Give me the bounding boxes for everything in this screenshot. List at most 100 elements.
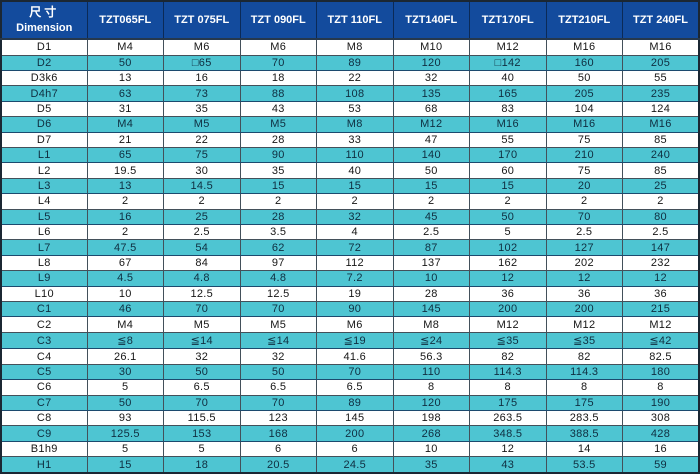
table-cell: 110 — [316, 146, 394, 164]
table-cell: 200 — [316, 425, 394, 442]
table-cell: 28 — [392, 285, 470, 303]
table-cell: 41.6 — [316, 348, 394, 365]
table-cell: 108 — [316, 85, 394, 102]
table-cell: 190 — [622, 394, 700, 412]
table-cell: 114.3 — [545, 363, 623, 381]
table-cell: 19.5 — [86, 162, 164, 179]
table-row: C8 93 115.5 123 145 198 263.5 283.5 308 — [0, 410, 700, 427]
table-row: D4h7 63 73 88 108 135 165 205 235 — [0, 85, 700, 102]
row-label: L5 — [0, 208, 88, 225]
table-cell: 36 — [469, 285, 547, 303]
row-label: L2 — [0, 162, 88, 179]
row-label: D2 — [0, 54, 88, 71]
table-cell: 170 — [469, 146, 547, 164]
table-cell: 24.5 — [316, 456, 394, 474]
table-cell: 32 — [163, 348, 241, 365]
row-label: L6 — [0, 223, 88, 241]
table-cell: 46 — [86, 300, 164, 318]
table-cell: 180 — [622, 363, 700, 381]
table-cell: 2 — [392, 193, 470, 210]
table-cell: 59 — [622, 456, 700, 474]
table-cell: 60 — [469, 162, 547, 179]
table-cell: M4 — [86, 38, 164, 56]
table-cell: 88 — [239, 85, 317, 102]
table-cell: 62 — [239, 239, 317, 256]
table-cell: 3.5 — [239, 223, 317, 241]
table-cell: 10 — [86, 285, 164, 303]
table-row: L5 16 25 28 32 45 50 70 80 — [0, 208, 700, 225]
table-cell: 5 — [86, 379, 164, 396]
table-cell: 50 — [545, 69, 623, 87]
table-cell: 145 — [392, 300, 470, 318]
table-cell: ≦19 — [316, 331, 394, 350]
table-cell: M8 — [316, 38, 394, 56]
row-label: L3 — [0, 177, 88, 195]
corner-label-en: Dimension — [16, 21, 73, 34]
table-cell: 112 — [316, 254, 394, 272]
table-cell: 40 — [469, 69, 547, 87]
table-cell: 85 — [622, 162, 700, 179]
table-cell: □142 — [469, 54, 547, 71]
table-cell: ≦24 — [392, 331, 470, 350]
table-cell: 80 — [622, 208, 700, 225]
table-cell: 160 — [545, 54, 623, 71]
table-cell: 90 — [239, 146, 317, 164]
table-row: H1 15 18 20.5 24.5 35 43 53.5 59 — [0, 456, 700, 474]
table-cell: 70 — [316, 363, 394, 381]
table-cell: 36 — [545, 285, 623, 303]
table-cell: 75 — [545, 131, 623, 148]
table-cell: 16 — [86, 208, 164, 225]
table-row: L6 2 2.5 3.5 4 2.5 5 2.5 2.5 — [0, 223, 700, 241]
table-cell: 31 — [86, 100, 164, 118]
row-label: L9 — [0, 270, 88, 287]
table-cell: 127 — [545, 239, 623, 256]
row-label: D1 — [0, 38, 88, 56]
table-cell: 6 — [239, 440, 317, 458]
row-label: C3 — [0, 331, 88, 350]
table-cell: 87 — [392, 239, 470, 256]
table-cell: 120 — [392, 54, 470, 71]
table-row: L4 2 2 2 2 2 2 2 2 — [0, 193, 700, 210]
table-cell: 123 — [239, 410, 317, 427]
table-cell: 135 — [392, 85, 470, 102]
table-cell: 198 — [392, 410, 470, 427]
table-cell: 175 — [469, 394, 547, 412]
table-cell: 2.5 — [545, 223, 623, 241]
table-cell: 82 — [469, 348, 547, 365]
corner-label-zh: 尺寸 — [29, 5, 60, 20]
table-row: C7 50 70 70 89 120 175 175 190 — [0, 394, 700, 412]
table-cell: 8 — [545, 379, 623, 396]
table-cell: 8 — [392, 379, 470, 396]
row-label: L7 — [0, 239, 88, 256]
table-cell: 18 — [239, 69, 317, 87]
row-label: L4 — [0, 193, 88, 210]
table-cell: 25 — [622, 177, 700, 195]
table-cell: 70 — [239, 54, 317, 71]
table-row: D2 50 □65 70 89 120 □142 160 205 — [0, 54, 700, 71]
table-cell: 4.8 — [163, 270, 241, 287]
table-cell: ≦8 — [86, 331, 164, 350]
table-cell: 89 — [316, 54, 394, 71]
table-cell: 2 — [163, 193, 241, 210]
table-cell: 72 — [316, 239, 394, 256]
table-cell: 5 — [469, 223, 547, 241]
table-row: D7 21 22 28 33 47 55 75 85 — [0, 131, 700, 148]
table-cell: 82 — [545, 348, 623, 365]
table-cell: 19 — [316, 285, 394, 303]
table-cell: 14 — [545, 440, 623, 458]
table-cell: 4 — [316, 223, 394, 241]
table-cell: M12 — [469, 316, 547, 333]
column-header: TZT210FL — [545, 0, 623, 40]
table-cell: M12 — [545, 316, 623, 333]
table-cell: 35 — [239, 162, 317, 179]
table-cell: 2.5 — [163, 223, 241, 241]
table-cell: 50 — [392, 162, 470, 179]
table-row: B1h9 5 5 6 6 10 12 14 16 — [0, 440, 700, 458]
table-cell: 12 — [469, 440, 547, 458]
table-cell: 45 — [392, 208, 470, 225]
row-label: C5 — [0, 363, 88, 381]
table-cell: 12 — [622, 270, 700, 287]
table-cell: 202 — [545, 254, 623, 272]
column-header: TZT140FL — [392, 0, 470, 40]
table-cell: 90 — [316, 300, 394, 318]
